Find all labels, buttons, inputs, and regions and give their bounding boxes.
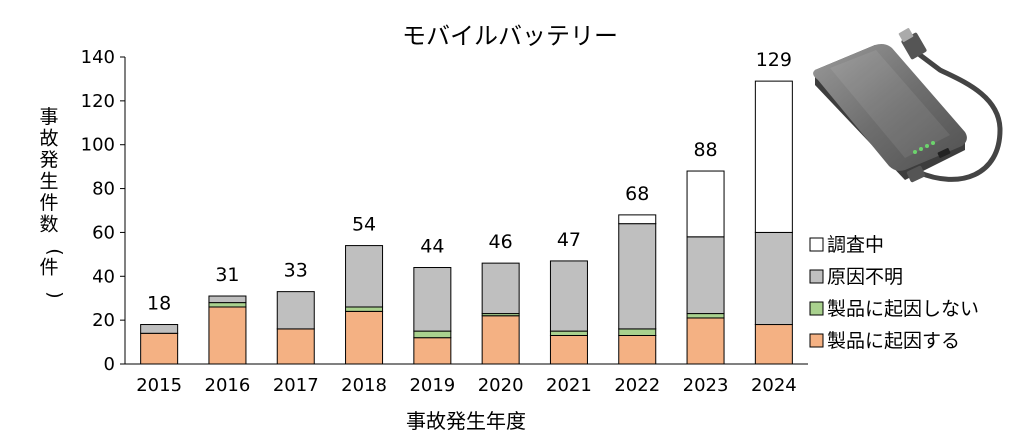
x-tick-label: 2023 (683, 375, 729, 396)
mobile-battery-icon (813, 28, 1003, 183)
x-tick-label: 2015 (136, 375, 182, 396)
legend-swatch (809, 301, 824, 316)
y-tick-label: 60 (92, 222, 115, 243)
bar-segment (140, 332, 179, 365)
bar-segment (413, 267, 452, 332)
y-tick-label: 80 (92, 179, 115, 200)
x-tick-label: 2022 (614, 375, 660, 396)
total-label: 129 (756, 49, 792, 71)
y-axis-label-char: 発 (39, 149, 58, 171)
legend-label: 製品に起因しない (827, 298, 979, 320)
bar-segment (345, 310, 384, 365)
bar-segment (345, 245, 384, 308)
y-axis-label-char: ) (44, 291, 66, 298)
bar-segment (686, 313, 725, 319)
y-tick-label: 100 (81, 135, 115, 156)
y-tick-label: 40 (92, 266, 115, 287)
x-tick-label: 2024 (751, 375, 797, 396)
bar-segment (754, 324, 793, 365)
y-tick-label: 0 (104, 354, 115, 375)
bar-segment (549, 334, 588, 365)
x-tick-label: 2017 (273, 375, 319, 396)
total-label: 44 (420, 236, 444, 258)
bar-segment (208, 295, 247, 304)
y-axis-label-char: 事 (39, 106, 58, 128)
bar-segment (481, 262, 520, 315)
x-tick-label: 2019 (409, 375, 455, 396)
x-axis-label: 事故発生年度 (406, 409, 526, 433)
x-tick-label: 2020 (478, 375, 524, 396)
bar-segment (276, 328, 315, 365)
total-label: 47 (557, 229, 581, 251)
bar-segment (686, 317, 725, 365)
bar-segment (208, 302, 247, 308)
legend-swatch (809, 269, 824, 284)
bar-segment (276, 291, 315, 330)
bar-segment (618, 214, 657, 225)
bar-segment (686, 170, 725, 238)
y-tick-label: 140 (81, 47, 115, 68)
y-axis-label-char: ( (44, 248, 66, 255)
y-axis-label-char: 故 (39, 128, 58, 150)
bar-segment (754, 231, 793, 326)
bar-segment (481, 315, 520, 365)
total-label: 54 (352, 214, 376, 236)
bar-segment (549, 260, 588, 332)
total-label: 68 (625, 183, 649, 205)
chart-title: モバイルバッテリー (402, 22, 618, 50)
x-tick-label: 2018 (341, 375, 387, 396)
total-labels: 18 31 33 54 44 46 47 68 88 129 (147, 49, 792, 314)
y-axis-label-char: 件 (39, 257, 58, 279)
bar-segment (754, 80, 793, 233)
legend-label: 製品に起因する (827, 330, 960, 352)
y-ticks: 0 20 40 60 80 100 120 140 (81, 47, 125, 375)
bar-segment (686, 236, 725, 315)
bar-segment (140, 324, 179, 334)
total-label: 46 (489, 231, 513, 253)
bar-segment (413, 337, 452, 365)
legend-swatch (809, 237, 824, 252)
y-tick-label: 120 (81, 91, 115, 112)
x-tick-label: 2021 (546, 375, 592, 396)
y-axis-label-char: 生 (39, 171, 58, 193)
y-axis-label-char: 数 (39, 214, 58, 236)
bars (140, 80, 793, 365)
bar-segment (208, 306, 247, 365)
bar-segment (549, 330, 588, 336)
total-label: 18 (147, 293, 171, 315)
bar-segment (618, 328, 657, 336)
total-label: 31 (215, 264, 239, 286)
legend-label: 原因不明 (827, 266, 903, 288)
x-ticks: 2015 2016 2017 2018 2019 2020 2021 2022 2023 2024 (136, 375, 797, 396)
bar-segment (618, 223, 657, 330)
total-label: 88 (693, 139, 717, 161)
y-axis-label-char: 件 (39, 192, 58, 214)
bar-segment (413, 330, 452, 339)
legend-swatch (809, 333, 824, 348)
total-label: 33 (284, 260, 308, 282)
legend-label: 調査中 (827, 234, 884, 256)
bar-segment (345, 306, 384, 312)
x-tick-label: 2016 (205, 375, 251, 396)
y-tick-label: 20 (92, 310, 115, 331)
bar-segment (618, 334, 657, 365)
